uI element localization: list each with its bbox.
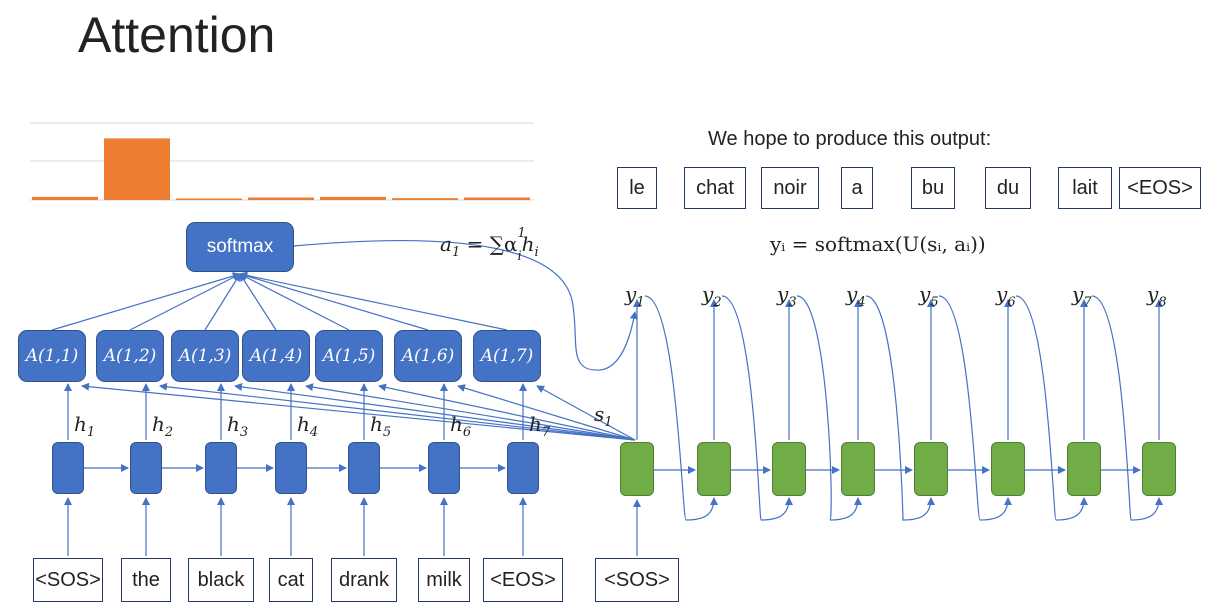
input-word-box: the: [121, 558, 171, 602]
attention-to-softmax-arrow: [239, 273, 350, 331]
decoder-output-label: y7: [1072, 282, 1092, 310]
feedback-loop-arrow: [1091, 295, 1163, 521]
input-word-box: <SOS>: [33, 558, 103, 602]
encoder-cell: [52, 442, 84, 494]
attention-node: A(1,5): [315, 330, 383, 382]
feedback-loop-arrow: [938, 295, 1012, 521]
attention-node: A(1,6): [394, 330, 462, 382]
attention-to-softmax-arrow: [239, 273, 277, 331]
input-word-box: milk: [418, 558, 470, 602]
attention-node: A(1,4): [242, 330, 310, 382]
output-word-box: chat: [684, 167, 746, 209]
s1-to-attention-arrow: [536, 385, 636, 441]
hidden-state-label: h7: [529, 412, 551, 440]
output-word-box: lait: [1058, 167, 1112, 209]
s1-to-attention-arrow: [305, 383, 636, 441]
encoder-cell: [205, 442, 237, 494]
chart-bar-1: [32, 196, 98, 200]
s1-label: s1: [594, 402, 613, 430]
arrows: [51, 240, 1163, 556]
chart-bar-6: [392, 198, 458, 200]
softmax-node: softmax: [186, 222, 294, 272]
attention-to-softmax-arrow: [51, 272, 241, 331]
decoder-output-label: y6: [996, 282, 1016, 310]
chart-bar-5: [320, 196, 386, 200]
input-word-box: cat: [269, 558, 313, 602]
hidden-state-label: h6: [450, 412, 472, 440]
decoder-cell: [620, 442, 654, 496]
chart-bar-7: [464, 197, 530, 200]
attention-weights-chart: [30, 122, 534, 201]
chart-bar-2: [104, 138, 170, 200]
s1-to-attention-arrow: [234, 382, 636, 441]
encoder-cell: [348, 442, 380, 494]
chart-bar-3: [176, 198, 242, 200]
context-vector-arrow: [293, 240, 638, 371]
attention-to-softmax-arrow: [129, 273, 241, 331]
decoder-cell: [991, 442, 1025, 496]
output-word-box: bu: [911, 167, 955, 209]
feedback-loop-arrow: [796, 295, 862, 521]
decoder-cell: [1067, 442, 1101, 496]
output-word-box: du: [985, 167, 1031, 209]
feedback-loop-arrow: [1015, 295, 1088, 521]
decoder-cell: [914, 442, 948, 496]
hidden-state-label: h3: [227, 412, 249, 440]
attention-node: A(1,7): [473, 330, 541, 382]
decoder-cell: [841, 442, 875, 496]
chart-bar-4: [248, 197, 314, 200]
output-word-box: <EOS>: [1119, 167, 1201, 209]
decoder-output-label: y4: [846, 282, 866, 310]
feedback-loop-arrow: [644, 295, 718, 521]
attention-node: A(1,2): [96, 330, 164, 382]
attention-to-softmax-arrow: [239, 272, 429, 331]
decoder-output-label: y2: [702, 282, 722, 310]
encoder-cell: [130, 442, 162, 494]
output-equation: yᵢ = softmax(U(sᵢ, aᵢ)): [770, 232, 986, 256]
hidden-state-label: h5: [370, 412, 392, 440]
encoder-cell: [507, 442, 539, 494]
feedback-loop-arrow: [721, 295, 793, 521]
decoder-cell: [772, 442, 806, 496]
decoder-cell: [697, 442, 731, 496]
decoder-output-label: y5: [919, 282, 939, 310]
context-equation: a1 = ∑α 1 ihi: [440, 226, 539, 264]
input-word-box: <EOS>: [483, 558, 563, 602]
feedback-loop-arrow: [865, 295, 935, 521]
s1-to-attention-arrow: [457, 384, 636, 441]
s1-to-attention-arrow: [378, 383, 636, 441]
output-word-box: le: [617, 167, 657, 209]
s1-to-attention-arrow: [81, 382, 636, 441]
page-title: Attention: [78, 7, 276, 63]
encoder-cell: [275, 442, 307, 494]
input-word-box: black: [188, 558, 254, 602]
output-word-box: a: [841, 167, 873, 209]
output-word-box: noir: [761, 167, 819, 209]
output-caption: We hope to produce this output:: [708, 128, 992, 150]
decoder-output-label: y8: [1147, 282, 1167, 310]
decoder-input-box: <SOS>: [595, 558, 679, 602]
attention-node: A(1,3): [171, 330, 239, 382]
attention-to-softmax-arrow: [204, 273, 241, 331]
decoder-cell: [1142, 442, 1176, 496]
attention-to-softmax-arrow: [239, 271, 508, 331]
decoder-output-label: y1: [625, 282, 645, 310]
decoder-output-label: y3: [777, 282, 797, 310]
s1-to-attention-arrow: [159, 382, 636, 441]
hidden-state-label: h4: [297, 412, 319, 440]
encoder-cell: [428, 442, 460, 494]
hidden-state-label: h1: [74, 412, 96, 440]
input-word-box: drank: [331, 558, 397, 602]
hidden-state-label: h2: [152, 412, 174, 440]
attention-node: A(1,1): [18, 330, 86, 382]
